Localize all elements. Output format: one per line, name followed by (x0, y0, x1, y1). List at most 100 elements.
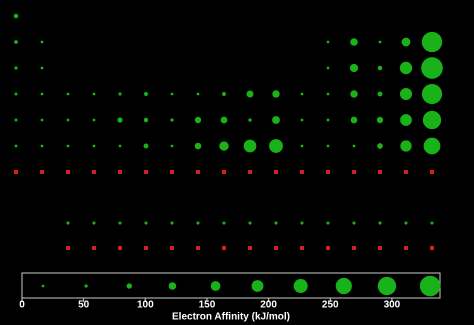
unknown-marker (196, 170, 200, 174)
unknown-marker (248, 246, 252, 250)
unknown-marker (118, 170, 122, 174)
bubble (143, 91, 149, 97)
unknown-marker (404, 246, 408, 250)
bubble (92, 92, 96, 96)
unknown-marker (352, 246, 356, 250)
unknown-marker (144, 246, 148, 250)
bubble (326, 40, 330, 44)
bubble (194, 116, 202, 124)
bubble (13, 13, 19, 19)
x-tick-label: 250 (322, 300, 339, 311)
bubble (421, 57, 443, 79)
legend-bubble (335, 277, 352, 295)
unknown-marker (170, 170, 174, 174)
x-tick-label: 100 (137, 300, 154, 311)
bubble (430, 221, 434, 225)
bubble (401, 37, 411, 47)
bubble (350, 116, 358, 124)
bubble (326, 66, 330, 70)
legend-bubble (210, 281, 221, 291)
bubble (194, 142, 202, 150)
bubble (118, 92, 122, 96)
bubble (300, 221, 304, 225)
bubble (92, 144, 96, 148)
bubble (170, 92, 174, 96)
bubble (378, 221, 382, 225)
bubble (326, 118, 330, 122)
x-axis-label: Electron Affinity (kJ/mol) (172, 312, 290, 323)
unknown-marker (170, 246, 174, 250)
legend-bubble (419, 275, 441, 297)
bubble (14, 40, 18, 44)
legend-bubble (168, 282, 177, 290)
bubble (144, 221, 148, 225)
bubble (272, 90, 280, 98)
bubble (66, 92, 70, 96)
bubble (248, 221, 252, 225)
bubble (14, 144, 18, 148)
bubble (378, 40, 382, 44)
bubble (92, 118, 96, 122)
bubble (222, 92, 226, 96)
unknown-marker (144, 170, 148, 174)
bubble (14, 118, 18, 122)
bubble (300, 118, 304, 122)
bubble (326, 221, 330, 225)
bubble (196, 221, 200, 225)
bubble (66, 118, 70, 122)
unknown-marker (378, 246, 382, 250)
bubble (352, 221, 356, 225)
bubble (143, 117, 149, 123)
bubble (220, 116, 228, 124)
bubble (352, 144, 356, 148)
unknown-marker (66, 170, 70, 174)
bubble (326, 144, 330, 148)
bubble (66, 144, 70, 148)
bubble (421, 31, 443, 53)
unknown-marker (326, 246, 330, 250)
bubble (300, 92, 304, 96)
legend-bubble (126, 283, 132, 289)
bubble (377, 91, 383, 97)
bubble (377, 65, 383, 71)
bubble (196, 92, 200, 96)
bubble (14, 66, 18, 70)
unknown-marker (40, 170, 44, 174)
legend-bubble (293, 278, 308, 294)
x-tick-label: 200 (260, 300, 277, 311)
unknown-marker (248, 170, 252, 174)
x-tick-label: 0 (19, 300, 25, 311)
unknown-marker (404, 170, 408, 174)
bubble (170, 118, 174, 122)
bubble (350, 38, 358, 46)
unknown-marker (300, 246, 304, 250)
x-tick-label: 50 (78, 300, 90, 311)
bubble (349, 63, 359, 73)
unknown-marker (196, 246, 200, 250)
bubble (421, 83, 443, 105)
bubble (40, 92, 44, 96)
x-tick-label: 150 (199, 300, 216, 311)
unknown-marker (378, 170, 382, 174)
bubble (400, 140, 412, 152)
unknown-marker (326, 170, 330, 174)
bubble (14, 92, 18, 96)
legend-bubble (84, 284, 88, 288)
bubble (170, 144, 174, 148)
bubble (222, 221, 226, 225)
bubble (423, 137, 441, 155)
bubble (92, 221, 96, 225)
bubble (248, 118, 252, 122)
bubble (243, 139, 257, 153)
legend-bubble (377, 276, 397, 296)
bubble (219, 141, 229, 151)
x-tick-label: 300 (384, 300, 401, 311)
unknown-marker (14, 170, 18, 174)
unknown-marker (274, 170, 278, 174)
bubble (40, 118, 44, 122)
bubble (272, 116, 280, 124)
bubble (350, 90, 358, 98)
